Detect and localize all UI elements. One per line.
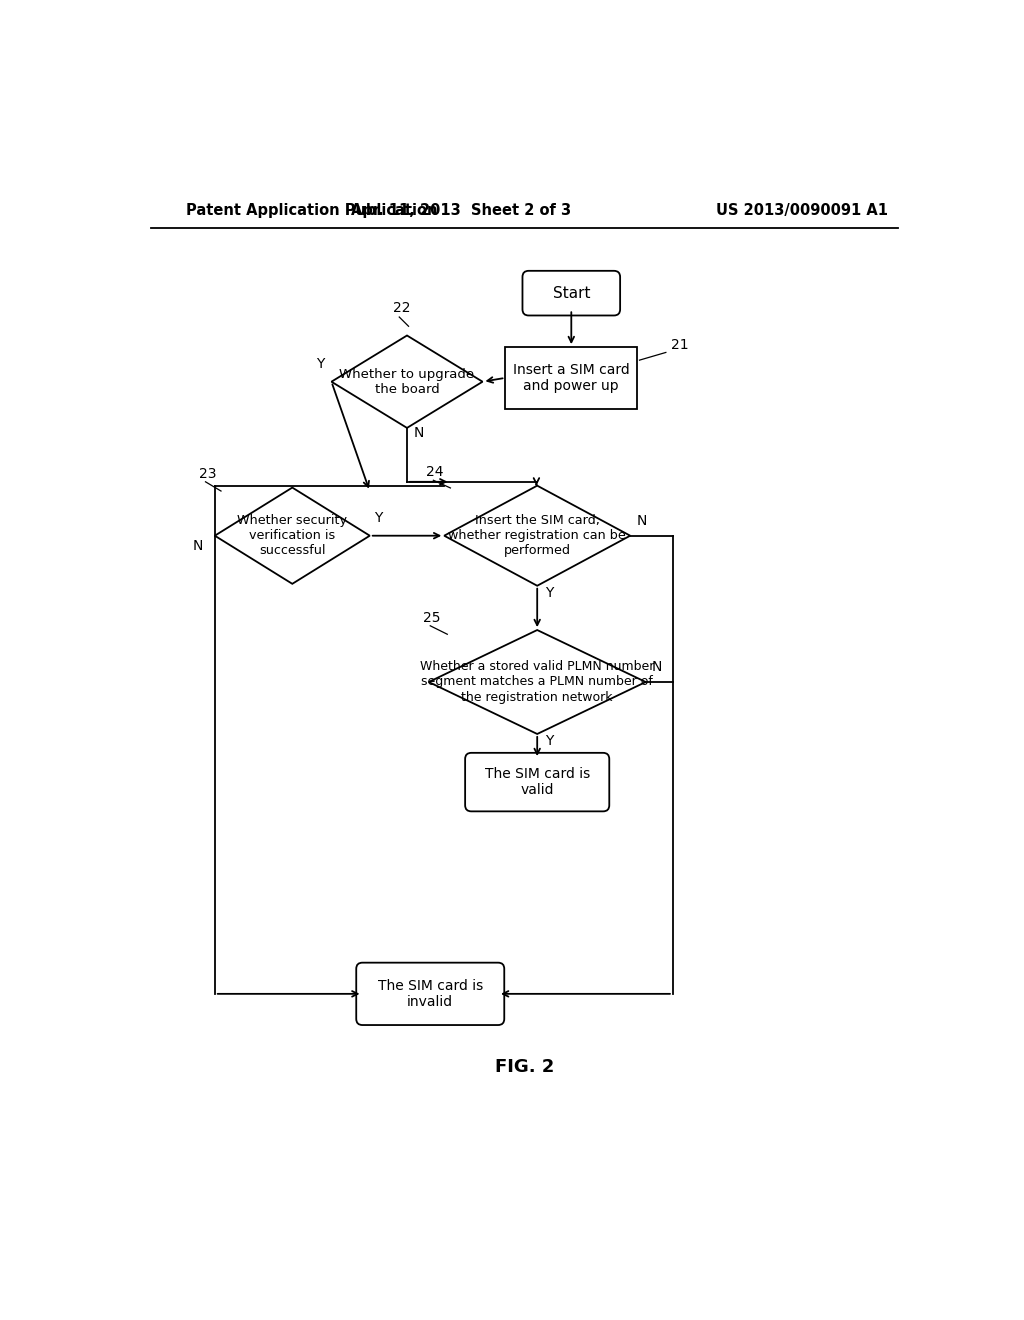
Text: Y: Y [545,734,553,747]
Polygon shape [429,630,646,734]
Text: The SIM card is
invalid: The SIM card is invalid [378,978,483,1008]
Text: N: N [636,513,647,528]
FancyBboxPatch shape [356,962,504,1026]
Text: 24: 24 [426,465,443,479]
Text: 23: 23 [200,467,217,480]
Text: N: N [414,426,424,440]
Text: N: N [652,660,663,675]
Text: Whether a stored valid PLMN number
segment matches a PLMN number of
the registra: Whether a stored valid PLMN number segme… [420,660,654,704]
Polygon shape [444,486,630,586]
Text: Y: Y [545,586,553,599]
Text: Y: Y [316,356,325,371]
FancyBboxPatch shape [522,271,621,315]
Text: US 2013/0090091 A1: US 2013/0090091 A1 [716,203,888,218]
Text: Y: Y [374,511,382,525]
Text: Insert the SIM card,
whether registration can be
performed: Insert the SIM card, whether registratio… [449,515,626,557]
Polygon shape [332,335,482,428]
Text: FIG. 2: FIG. 2 [496,1059,554,1076]
Text: 25: 25 [423,611,440,624]
FancyBboxPatch shape [465,752,609,812]
Text: Apr. 11, 2013  Sheet 2 of 3: Apr. 11, 2013 Sheet 2 of 3 [351,203,571,218]
Text: 22: 22 [393,301,411,315]
Text: N: N [194,539,204,553]
Text: The SIM card is
valid: The SIM card is valid [484,767,590,797]
Text: Insert a SIM card
and power up: Insert a SIM card and power up [513,363,630,393]
Text: Whether to upgrade
the board: Whether to upgrade the board [339,368,474,396]
Bar [506,347,637,409]
Text: Patent Application Publication: Patent Application Publication [186,203,437,218]
Text: Start: Start [553,285,590,301]
Polygon shape [215,487,370,583]
Text: Whether security
verification is
successful: Whether security verification is success… [238,515,347,557]
Text: 21: 21 [671,338,688,352]
